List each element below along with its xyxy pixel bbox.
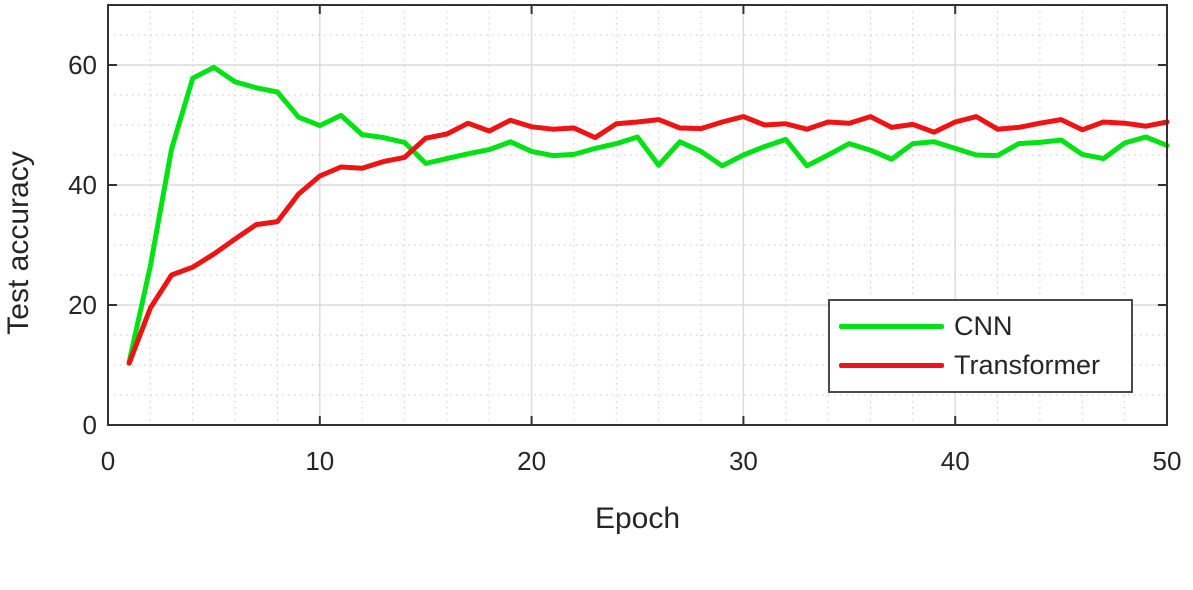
- x-tick-label: 20: [517, 446, 546, 476]
- plot-border: [107, 4, 1168, 426]
- legend: CNN Transformer: [828, 299, 1133, 393]
- x-tick-label: 30: [729, 446, 758, 476]
- series-line-cnn: [126, 64, 1170, 365]
- legend-label-cnn: CNN: [954, 311, 1013, 341]
- legend-swatch-transformer: [839, 363, 944, 368]
- y-tick-label: 60: [68, 50, 97, 80]
- y-tick-label: 0: [83, 410, 97, 440]
- legend-item-transformer: Transformer: [839, 352, 1131, 379]
- y-tick-label: 20: [68, 290, 97, 320]
- y-tick-label: 40: [68, 170, 97, 200]
- legend-label-transformer: Transformer: [954, 350, 1101, 380]
- x-tick-label: 40: [941, 446, 970, 476]
- x-tick-label: 50: [1153, 446, 1182, 476]
- x-tick-label: 0: [101, 446, 115, 476]
- legend-item-cnn: CNN: [839, 313, 1131, 340]
- x-axis-label: Epoch: [595, 502, 680, 535]
- legend-swatch-cnn: [839, 324, 944, 329]
- series-line-transformer: [126, 114, 1170, 366]
- x-tick-label: 10: [305, 446, 334, 476]
- y-axis-label: Test accuracy: [2, 151, 35, 334]
